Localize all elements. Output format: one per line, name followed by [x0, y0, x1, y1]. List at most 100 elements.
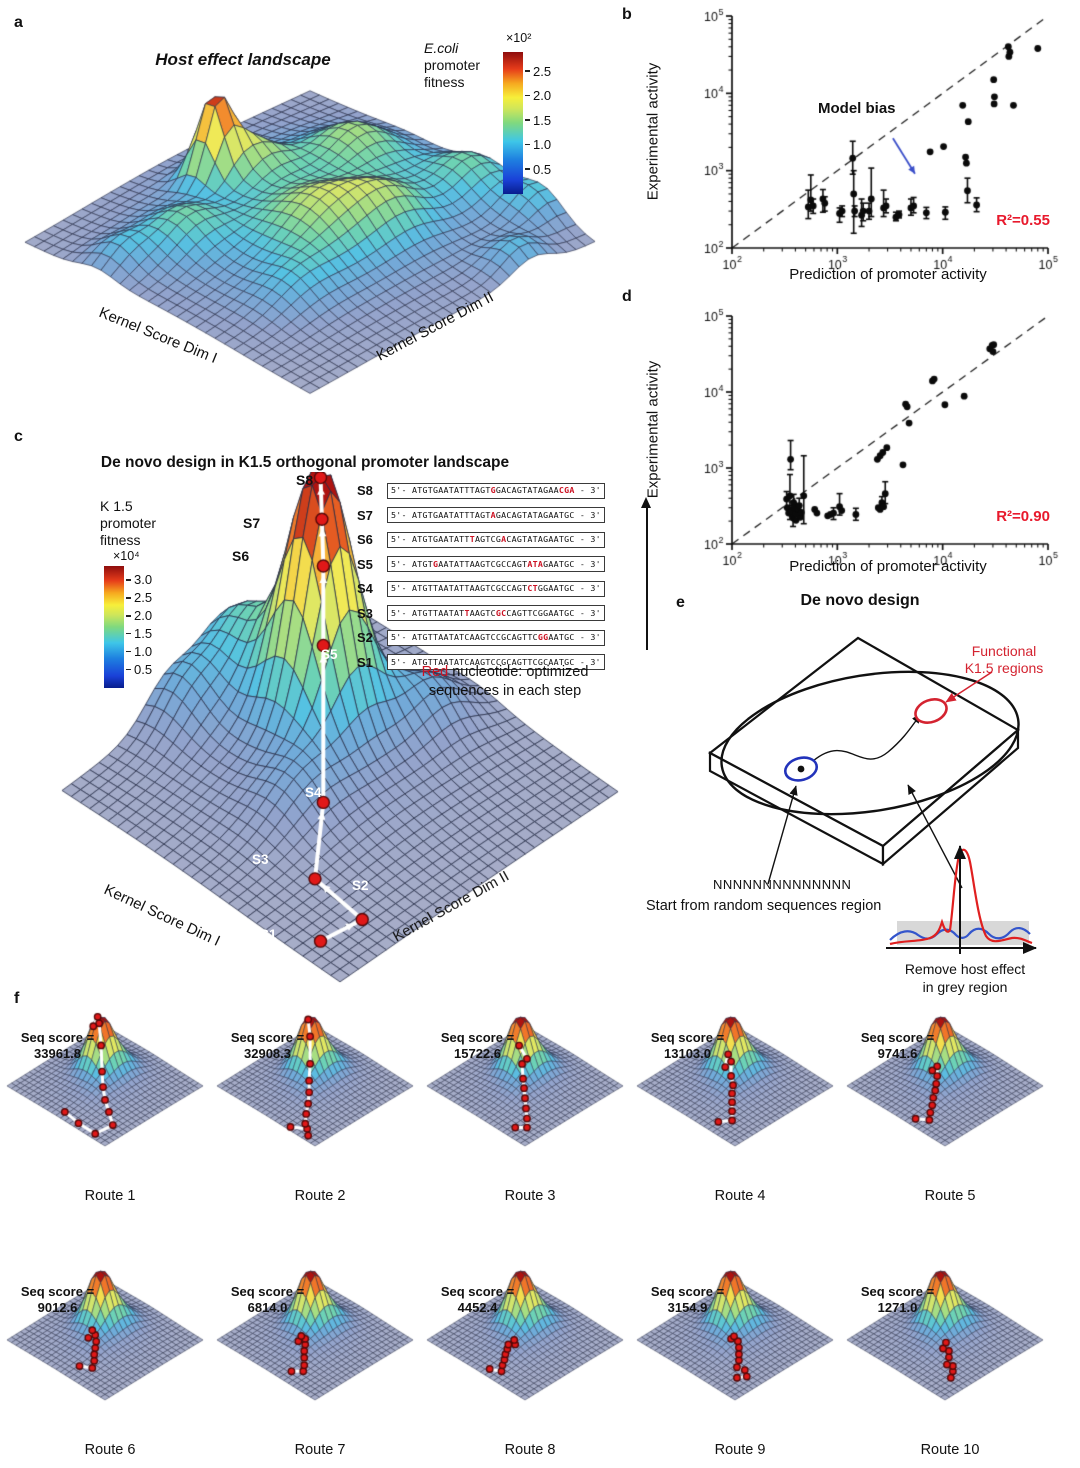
- seq-score-block: Seq score = 9741.6: [845, 1030, 950, 1062]
- seq-score-prefix: Seq score =: [650, 1030, 725, 1045]
- seq-score-block: Seq score = 33961.8: [5, 1030, 110, 1062]
- step-label-s4: S4: [305, 785, 322, 800]
- seq-score-prefix: Seq score =: [860, 1284, 935, 1299]
- colorbar-c: 3.0 2.5 2.0 1.5 1.0 0.5: [104, 566, 164, 688]
- sequence-box: 5'- ATGTTAATATTAAGTCGCCAGTTCGGAATGC - 3': [387, 605, 605, 622]
- route-surface: [425, 1008, 635, 1183]
- colorbar-a: 2.5 2.0 1.5 1.0 0.5: [503, 52, 563, 194]
- seq-score-prefix: Seq score =: [650, 1284, 725, 1299]
- sequence-box: 5'- ATGTGAATATTAAGTCGCCAGTATAGAATGC - 3': [387, 556, 605, 573]
- seq-score-block: Seq score = 6814.0: [215, 1284, 320, 1316]
- sequence-caption-line1: Red nucleotide: optimized: [350, 663, 660, 682]
- colorbar-c-label: K 1.5 promoter fitness: [100, 498, 156, 549]
- random-sequence-text: NNNNNNNNNNNNNN: [713, 877, 852, 892]
- sequence-list: S8 5'- ATGTGAATATTTAGTGGACAGTATAGAACGA - …: [357, 482, 605, 679]
- start-region-caption: Start from random sequences region: [646, 898, 882, 914]
- step-label-s6: S6: [232, 548, 250, 564]
- route-surface: [425, 1262, 635, 1437]
- colorbar-tick: 2.0: [126, 608, 152, 623]
- seq-score-prefix: Seq score =: [230, 1284, 305, 1299]
- step-label-s5: S5: [321, 647, 338, 662]
- sequence-step-label: S4: [357, 581, 373, 597]
- route-label: Route 5: [924, 1188, 976, 1204]
- sequence-step-label: S8: [357, 483, 373, 499]
- scatter-plot-d: [660, 296, 1080, 592]
- seq-score-block: Seq score = 4452.4: [425, 1284, 530, 1316]
- functional-label-line1: Functional: [971, 643, 1037, 659]
- host-removed-region-ellipse: [720, 670, 1020, 816]
- seq-score-value: 9741.6: [877, 1046, 918, 1061]
- route-mini-panel: Seq score = 3154.9 Route 9: [635, 1262, 845, 1462]
- colorbar-tick: 0.5: [126, 662, 152, 677]
- sequence-row: S5 5'- ATGTGAATATTAAGTCGCCAGTATAGAATGC - …: [357, 556, 605, 573]
- route-mini-panel: Seq score = 1271.0 Route 10: [845, 1262, 1055, 1462]
- optimization-direction-arrow: [641, 497, 652, 650]
- panel-b-ylabel: Experimental activity: [644, 62, 662, 201]
- colorbar-a-ticks: 2.5 2.0 1.5 1.0 0.5: [525, 52, 565, 194]
- colorbar-tick: 2.0: [525, 88, 551, 103]
- panel-b-xlabel: Prediction of promoter activity: [789, 266, 987, 283]
- colorbar-tick: 1.5: [126, 626, 152, 641]
- caption-red-word: Red: [421, 664, 449, 680]
- colorbar-c-label-1: K 1.5: [100, 498, 133, 514]
- seq-score-block: Seq score = 32908.3: [215, 1030, 320, 1062]
- route-surface: [215, 1262, 425, 1437]
- route-mini-panel: Seq score = 13103.0 Route 4: [635, 1008, 845, 1208]
- functional-region-label: Functional K1.5 regions: [948, 643, 1060, 677]
- route-mini-panel: Seq score = 4452.4 Route 8: [425, 1262, 635, 1462]
- sequence-caption: Red nucleotide: optimized sequences in e…: [350, 663, 660, 701]
- functional-region-circle: [914, 698, 948, 724]
- route-mini-panel: Seq score = 9741.6 Route 5: [845, 1008, 1055, 1208]
- panel-letter-c: c: [14, 428, 23, 445]
- route-label: Route 9: [714, 1442, 766, 1458]
- functional-pointer-arrow: [945, 671, 993, 703]
- colorbar-c-label-3: fitness: [100, 532, 141, 548]
- route-label: Route 4: [714, 1188, 766, 1204]
- seq-score-value: 4452.4: [457, 1300, 498, 1315]
- seq-score-prefix: Seq score =: [440, 1030, 515, 1045]
- sequence-caption-line2: sequences in each step: [428, 683, 582, 699]
- caption-rest: nucleotide: optimized: [448, 664, 589, 680]
- panel-letter-e: e: [676, 594, 685, 611]
- sequence-box: 5'- ATGTTAATATTAAGTCGCCAGTCTGGAATGC - 3': [387, 580, 605, 597]
- seq-score-value: 6814.0: [247, 1300, 288, 1315]
- route-surface: [215, 1008, 425, 1183]
- colorbar-a-label: E.coli promoter fitness: [424, 40, 480, 91]
- host-effect-curve-blue: [889, 927, 1031, 941]
- route-surface: [845, 1008, 1055, 1183]
- seq-score-block: Seq score = 13103.0: [635, 1030, 740, 1062]
- start-pointer-arrow: [767, 785, 798, 885]
- panel-b-r-squared: R²=0.55: [996, 212, 1050, 229]
- colorbar-tick: 0.5: [525, 162, 551, 177]
- seq-score-value: 3154.9: [667, 1300, 708, 1315]
- panel-c-title: De novo design in K1.5 orthogonal promot…: [100, 454, 510, 471]
- step-label-s1: S1: [260, 927, 277, 942]
- route-mini-panel: Seq score = 9012.6 Route 6: [5, 1262, 215, 1462]
- step-label-s7: S7: [243, 515, 261, 531]
- colorbar-a-species: E.coli: [424, 40, 459, 56]
- sequence-step-label: S3: [357, 605, 373, 621]
- sequence-box: 5'- ATGTGAATATTTAGTGGACAGTATAGAACGA - 3': [387, 482, 605, 499]
- route-label: Route 7: [294, 1442, 346, 1458]
- scatter-plot-b: [660, 4, 1080, 296]
- panel-d-xlabel: Prediction of promoter activity: [789, 558, 987, 575]
- panel-letter-b: b: [622, 6, 632, 23]
- colorbar-a-label-2: promoter: [424, 57, 481, 73]
- route-label: Route 2: [294, 1188, 346, 1204]
- colorbar-tick: 1.5: [525, 113, 551, 128]
- sequence-step-label: S1: [357, 654, 373, 670]
- seq-score-value: 1271.0: [877, 1300, 918, 1315]
- sequence-box: 5'- ATGTTAATATCAAGTCCGCAGTTCGGAATGC - 3': [387, 629, 605, 646]
- remove-host-effect-caption: Remove host effect in grey region: [898, 960, 1032, 996]
- seq-score-block: Seq score = 3154.9: [635, 1284, 740, 1316]
- seq-score-prefix: Seq score =: [860, 1030, 935, 1045]
- colorbar-a-gradient: [503, 52, 523, 194]
- random-start-dot: [797, 765, 805, 773]
- step-label-s8: S8: [296, 472, 314, 488]
- route-mini-panel: Seq score = 33961.8 Route 1: [5, 1008, 215, 1208]
- step-label-s2: S2: [352, 878, 369, 893]
- panel-letter-a: a: [14, 14, 23, 31]
- sequence-row: S2 5'- ATGTTAATATCAAGTCCGCAGTTCGGAATGC - …: [357, 629, 605, 646]
- sequence-step-label: S6: [357, 532, 373, 548]
